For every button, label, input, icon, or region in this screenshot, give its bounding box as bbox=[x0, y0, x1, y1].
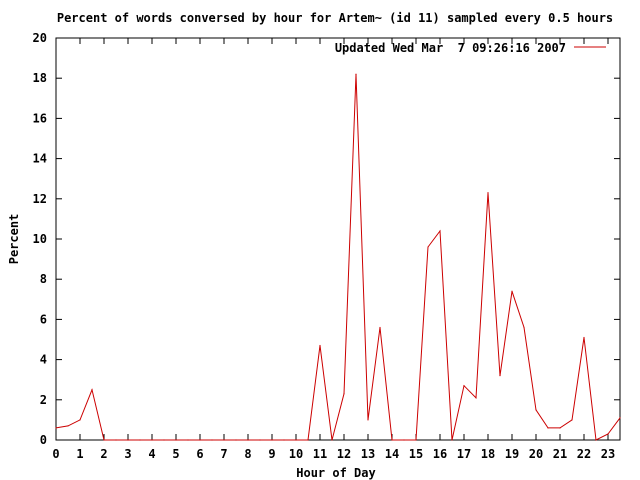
data-point bbox=[475, 397, 477, 399]
data-point bbox=[67, 425, 69, 427]
data-points bbox=[55, 73, 621, 441]
x-tick-label: 9 bbox=[268, 447, 275, 461]
x-tick-label: 17 bbox=[457, 447, 471, 461]
x-tick-label: 2 bbox=[100, 447, 107, 461]
legend: Updated Wed Mar 7 09:26:16 2007 bbox=[335, 41, 606, 55]
y-tick-label: 12 bbox=[33, 192, 47, 206]
y-tick-label: 2 bbox=[40, 393, 47, 407]
data-point bbox=[283, 439, 285, 441]
data-point bbox=[499, 375, 501, 377]
x-tick-label: 13 bbox=[361, 447, 375, 461]
data-point bbox=[607, 433, 609, 435]
data-point bbox=[415, 439, 417, 441]
series-line bbox=[55, 74, 621, 441]
data-point bbox=[175, 439, 177, 441]
x-tick-label: 8 bbox=[244, 447, 251, 461]
y-tick-label: 14 bbox=[33, 152, 47, 166]
data-point bbox=[295, 439, 297, 441]
data-point bbox=[91, 389, 93, 391]
x-tick-label: 15 bbox=[409, 447, 423, 461]
y-tick-label: 6 bbox=[40, 312, 47, 326]
data-point bbox=[127, 439, 129, 441]
data-point bbox=[103, 439, 105, 441]
x-tick-label: 12 bbox=[337, 447, 351, 461]
x-tick-label: 1 bbox=[76, 447, 83, 461]
x-axis-label: Hour of Day bbox=[296, 466, 375, 480]
data-point bbox=[79, 419, 81, 421]
x-tick-label: 5 bbox=[172, 447, 179, 461]
data-point bbox=[343, 393, 345, 395]
data-point bbox=[355, 73, 357, 75]
x-tick-label: 10 bbox=[289, 447, 303, 461]
x-tick-label: 14 bbox=[385, 447, 399, 461]
data-point bbox=[523, 326, 525, 329]
x-tick-label: 7 bbox=[220, 447, 227, 461]
y-tick-label: 0 bbox=[40, 433, 47, 447]
x-axis-ticks: 0 1 2 3 4 5 6 7 8 9 10 11 12 13 14 15 16 17 18 19 20 21 22 23 bbox=[52, 38, 615, 461]
data-point bbox=[559, 427, 561, 429]
data-point bbox=[391, 439, 393, 441]
data-point bbox=[331, 439, 333, 441]
y-axis-ticks: 0 2 4 6 8 10 12 14 16 18 20 bbox=[33, 31, 620, 447]
data-point bbox=[211, 439, 213, 441]
data-point bbox=[187, 439, 189, 441]
x-tick-label: 11 bbox=[313, 447, 327, 461]
data-point bbox=[427, 246, 429, 248]
data-point bbox=[571, 419, 573, 421]
data-point bbox=[151, 439, 153, 441]
data-point bbox=[511, 290, 513, 292]
x-tick-label: 4 bbox=[148, 447, 155, 461]
x-tick-label: 19 bbox=[505, 447, 519, 461]
data-point bbox=[259, 439, 261, 441]
data-point bbox=[463, 385, 465, 387]
x-tick-label: 20 bbox=[529, 447, 543, 461]
data-point bbox=[235, 439, 237, 441]
y-axis-label: Percent bbox=[7, 214, 21, 265]
x-tick-label: 22 bbox=[577, 447, 591, 461]
y-tick-label: 16 bbox=[33, 111, 47, 125]
y-tick-label: 18 bbox=[33, 71, 47, 85]
data-point bbox=[55, 427, 57, 429]
data-point bbox=[547, 427, 549, 429]
x-tick-label: 21 bbox=[553, 447, 567, 461]
x-tick-label: 18 bbox=[481, 447, 495, 461]
data-point bbox=[247, 439, 249, 441]
data-point bbox=[583, 336, 585, 339]
x-tick-label: 0 bbox=[52, 447, 59, 461]
data-point bbox=[487, 192, 489, 194]
data-point bbox=[307, 439, 309, 441]
plot-frame bbox=[55, 37, 621, 441]
legend-label: Updated Wed Mar 7 09:26:16 2007 bbox=[335, 41, 566, 55]
y-tick-label: 20 bbox=[33, 31, 47, 45]
data-point bbox=[403, 439, 405, 441]
data-point bbox=[319, 344, 321, 347]
data-point bbox=[379, 326, 381, 329]
data-point bbox=[139, 439, 141, 441]
chart-title: Percent of words conversed by hour for A… bbox=[57, 11, 613, 25]
y-tick-label: 4 bbox=[40, 353, 47, 367]
data-point bbox=[535, 409, 537, 411]
data-point bbox=[223, 439, 225, 441]
x-tick-label: 6 bbox=[196, 447, 203, 461]
x-tick-label: 3 bbox=[124, 447, 131, 461]
data-point bbox=[451, 439, 453, 441]
data-point bbox=[595, 439, 597, 441]
data-point bbox=[439, 230, 441, 232]
y-tick-label: 10 bbox=[33, 232, 47, 246]
data-point bbox=[199, 439, 201, 441]
data-point bbox=[115, 439, 117, 441]
x-tick-label: 16 bbox=[433, 447, 447, 461]
y-tick-label: 8 bbox=[40, 272, 47, 286]
x-tick-label: 23 bbox=[601, 447, 615, 461]
data-point bbox=[619, 417, 621, 419]
data-point bbox=[271, 439, 273, 441]
data-point bbox=[367, 419, 369, 421]
data-point bbox=[163, 439, 165, 441]
